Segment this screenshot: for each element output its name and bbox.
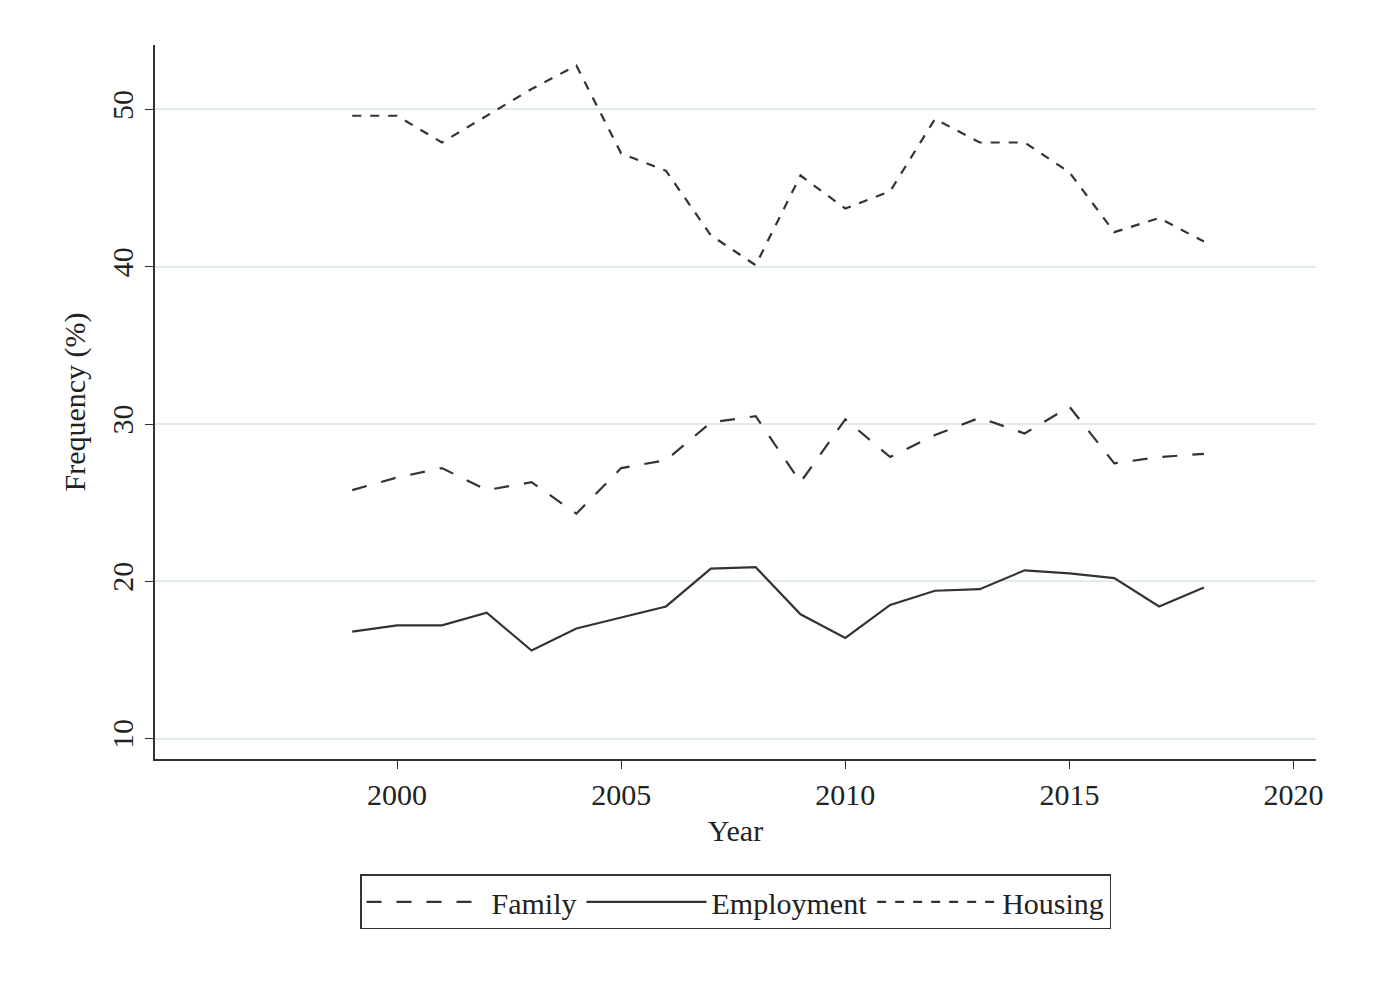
- svg-text:Frequency (%): Frequency (%): [58, 312, 92, 491]
- svg-text:2020: 2020: [1264, 778, 1324, 811]
- svg-text:Year: Year: [708, 814, 763, 847]
- svg-text:10: 10: [106, 719, 139, 749]
- svg-text:Family: Family: [492, 887, 577, 920]
- svg-text:50: 50: [106, 90, 139, 120]
- svg-text:2000: 2000: [367, 778, 427, 811]
- svg-text:40: 40: [106, 247, 139, 277]
- svg-text:Housing: Housing: [1002, 887, 1104, 920]
- svg-text:2005: 2005: [591, 778, 651, 811]
- svg-text:20: 20: [106, 562, 139, 592]
- svg-text:Employment: Employment: [712, 887, 868, 920]
- svg-text:2010: 2010: [815, 778, 875, 811]
- svg-text:30: 30: [106, 405, 139, 435]
- svg-text:2015: 2015: [1039, 778, 1099, 811]
